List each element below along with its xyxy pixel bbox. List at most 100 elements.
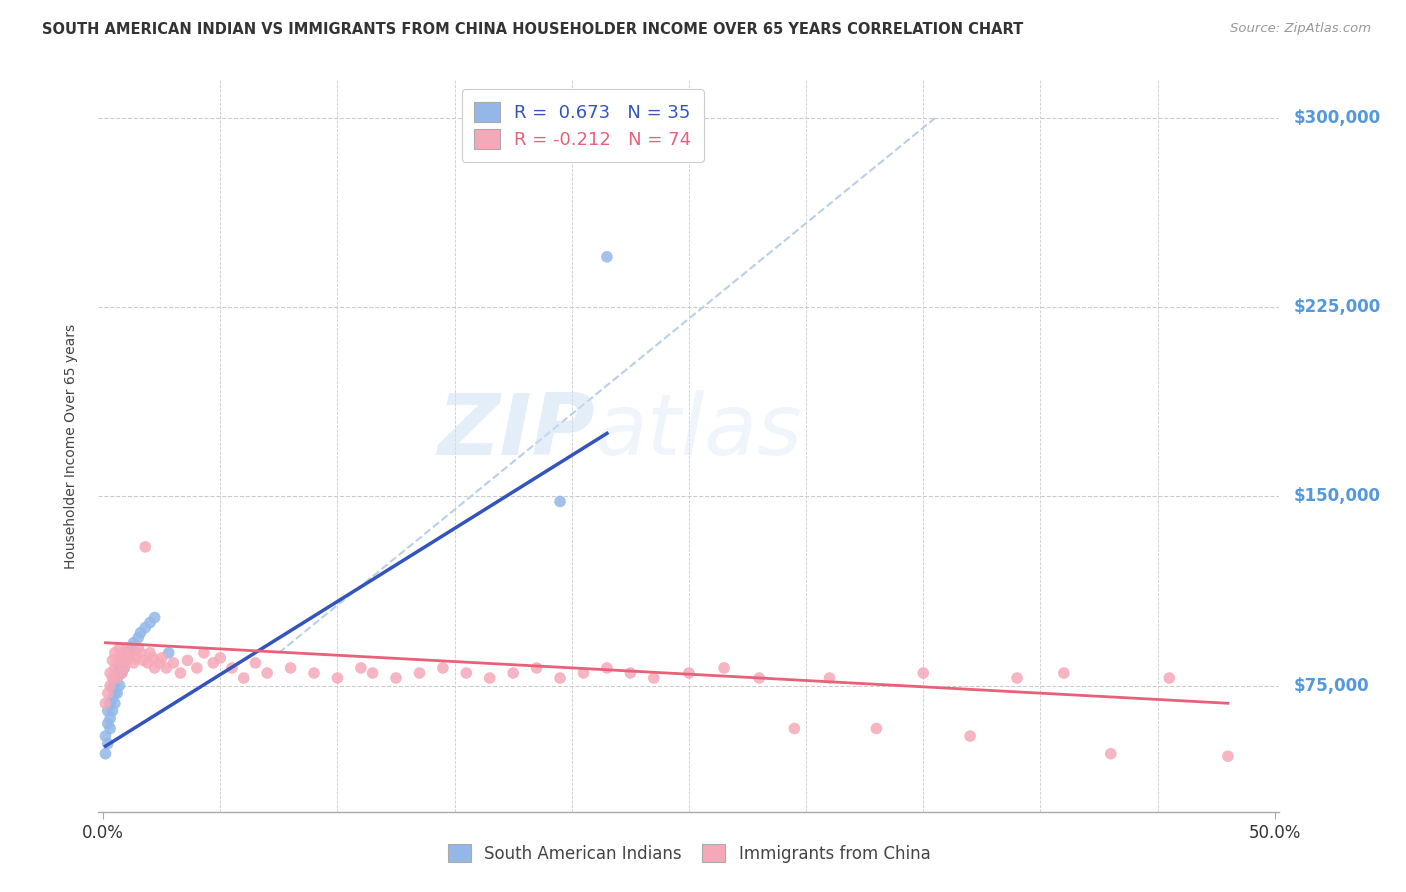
Point — [105, 671, 128, 685]
Point — [118, 651, 141, 665]
Point — [136, 656, 159, 670]
Point — [98, 679, 121, 693]
Point — [326, 671, 349, 685]
Point — [129, 625, 152, 640]
Point — [143, 661, 166, 675]
Point — [783, 722, 806, 736]
Point — [101, 681, 124, 695]
Point — [150, 651, 173, 665]
Text: Source: ZipAtlas.com: Source: ZipAtlas.com — [1230, 22, 1371, 36]
Point — [104, 646, 127, 660]
Point — [619, 665, 641, 680]
Point — [139, 646, 162, 660]
Point — [1216, 749, 1239, 764]
Point — [112, 646, 135, 660]
Point — [526, 661, 548, 675]
Point — [94, 729, 117, 743]
Point — [157, 646, 180, 660]
Point — [202, 656, 225, 670]
Point — [221, 661, 243, 675]
Point — [678, 665, 700, 680]
Point — [115, 640, 138, 655]
Point — [1053, 665, 1076, 680]
Point — [115, 653, 138, 667]
Point — [120, 640, 142, 655]
Point — [548, 494, 571, 508]
Text: $300,000: $300,000 — [1294, 109, 1381, 128]
Point — [108, 665, 131, 680]
Point — [97, 686, 120, 700]
Point — [132, 653, 155, 667]
Point — [105, 671, 128, 685]
Point — [256, 665, 278, 680]
Point — [112, 661, 135, 675]
Point — [162, 656, 184, 670]
Point — [139, 615, 162, 630]
Point — [98, 665, 121, 680]
Point — [94, 696, 117, 710]
Point — [108, 658, 131, 673]
Point — [97, 716, 120, 731]
Point — [478, 671, 501, 685]
Point — [104, 696, 127, 710]
Point — [111, 653, 134, 667]
Point — [122, 636, 145, 650]
Point — [155, 661, 177, 675]
Point — [596, 661, 619, 675]
Point — [143, 610, 166, 624]
Point — [1005, 671, 1028, 685]
Point — [408, 665, 430, 680]
Point — [94, 747, 117, 761]
Text: SOUTH AMERICAN INDIAN VS IMMIGRANTS FROM CHINA HOUSEHOLDER INCOME OVER 65 YEARS : SOUTH AMERICAN INDIAN VS IMMIGRANTS FROM… — [42, 22, 1024, 37]
Point — [111, 665, 134, 680]
Point — [748, 671, 770, 685]
Point — [713, 661, 735, 675]
Text: $150,000: $150,000 — [1294, 487, 1381, 506]
Point — [141, 651, 163, 665]
Point — [129, 646, 152, 660]
Point — [97, 704, 120, 718]
Point — [209, 651, 232, 665]
Point — [127, 631, 149, 645]
Point — [134, 621, 156, 635]
Point — [98, 711, 121, 725]
Point — [97, 737, 120, 751]
Point — [1159, 671, 1181, 685]
Point — [127, 640, 149, 655]
Point — [176, 653, 198, 667]
Text: $75,000: $75,000 — [1294, 677, 1369, 695]
Point — [115, 653, 138, 667]
Point — [548, 671, 571, 685]
Point — [104, 676, 127, 690]
Point — [302, 665, 325, 680]
Point — [596, 250, 619, 264]
Point — [186, 661, 208, 675]
Point — [111, 656, 134, 670]
Point — [112, 661, 135, 675]
Point — [818, 671, 841, 685]
Point — [98, 722, 121, 736]
Point — [120, 646, 142, 660]
Point — [643, 671, 665, 685]
Point — [912, 665, 935, 680]
Point — [101, 653, 124, 667]
Point — [232, 671, 254, 685]
Point — [104, 686, 127, 700]
Point — [104, 661, 127, 675]
Point — [101, 691, 124, 706]
Point — [245, 656, 267, 670]
Point — [105, 686, 128, 700]
Point — [101, 671, 124, 685]
Point — [108, 640, 131, 655]
Point — [134, 540, 156, 554]
Point — [111, 665, 134, 680]
Point — [125, 651, 148, 665]
Point — [432, 661, 454, 675]
Text: ZIP: ZIP — [437, 390, 595, 473]
Point — [105, 656, 128, 670]
Point — [385, 671, 408, 685]
Point — [148, 656, 170, 670]
Point — [169, 665, 191, 680]
Point — [108, 679, 131, 693]
Point — [959, 729, 981, 743]
